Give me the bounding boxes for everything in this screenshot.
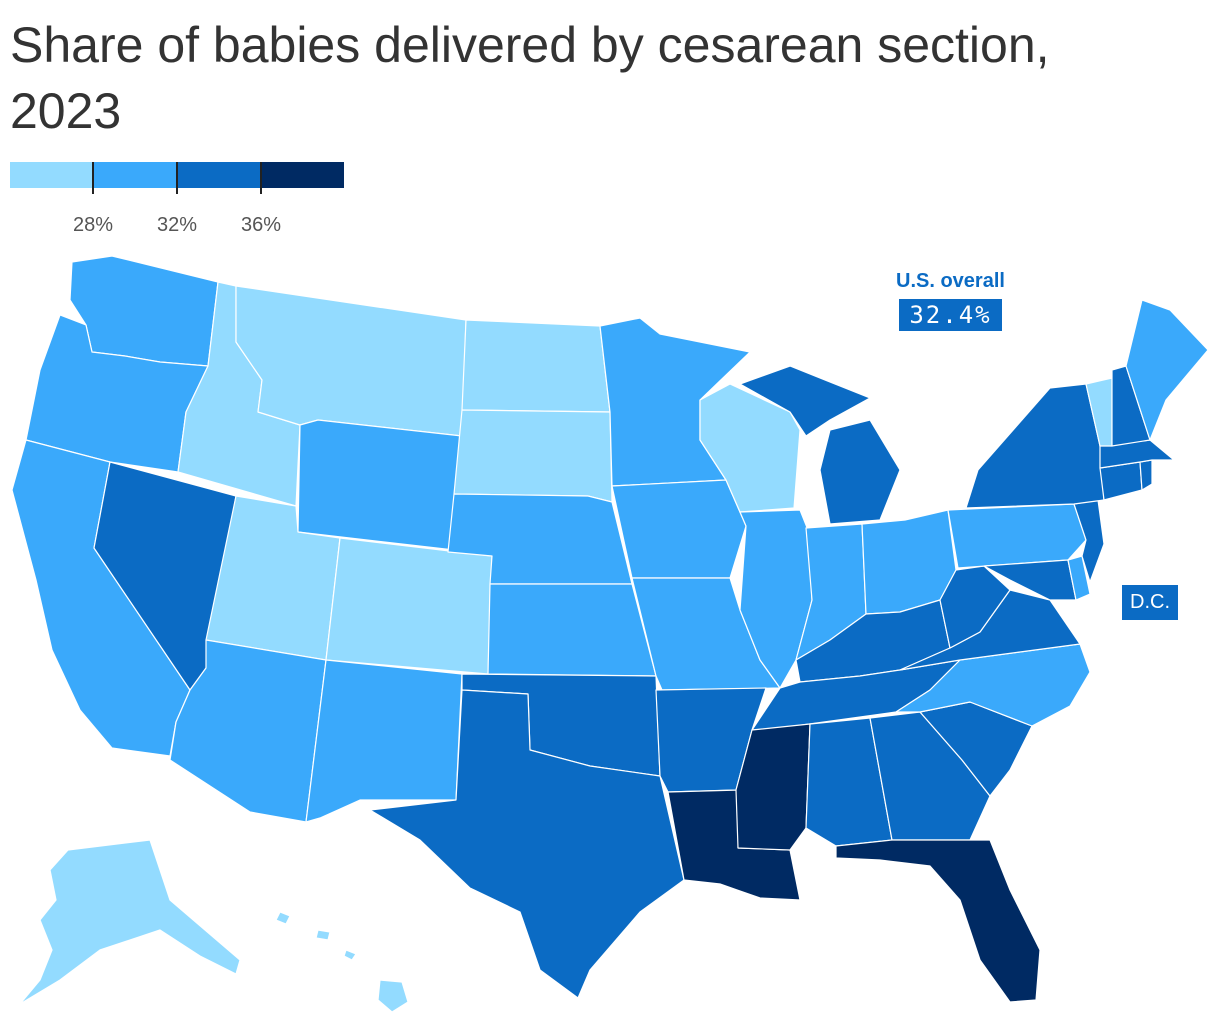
legend-label-36: 36%: [240, 214, 282, 236]
legend-tick-1: [92, 162, 94, 194]
state-hawaii[interactable]: [275, 911, 409, 1013]
state-north-dakota[interactable]: [461, 319, 611, 413]
legend-swatch-1: [10, 162, 94, 188]
state-north-carolina[interactable]: [895, 643, 1091, 727]
state-colorado[interactable]: [325, 537, 493, 675]
us-overall-value: 32.4%: [899, 299, 1002, 331]
state-delaware[interactable]: [1067, 555, 1091, 601]
legend-label-32: 32%: [156, 214, 198, 236]
state-new-mexico[interactable]: [305, 659, 463, 823]
state-illinois[interactable]: [739, 509, 813, 689]
legend-bar: [10, 162, 344, 188]
state-new-york[interactable]: [965, 383, 1105, 509]
state-wisconsin[interactable]: [699, 383, 801, 513]
us-overall-label: U.S. overall: [896, 270, 1005, 292]
state-iowa[interactable]: [611, 479, 747, 579]
legend-swatch-4: [261, 162, 344, 188]
legend-swatch-2: [94, 162, 177, 188]
legend-tick-3: [260, 162, 262, 194]
chart-title: Share of babies delivered by cesarean se…: [10, 17, 1050, 139]
state-washington[interactable]: [69, 255, 219, 367]
state-maine[interactable]: [1125, 299, 1209, 441]
legend-label-28: 28%: [72, 214, 114, 236]
state-pennsylvania[interactable]: [947, 503, 1087, 569]
legend-tick-2: [176, 162, 178, 194]
color-legend: 28% 32% 36%: [10, 162, 344, 236]
state-texas[interactable]: [369, 689, 685, 999]
state-south-dakota[interactable]: [453, 409, 613, 503]
legend-swatch-3: [177, 162, 261, 188]
state-montana[interactable]: [235, 285, 467, 437]
state-maryland[interactable]: [983, 559, 1077, 601]
state-michigan[interactable]: [739, 365, 901, 525]
dc-label: D.C.: [1122, 585, 1178, 620]
state-west-virginia[interactable]: [939, 565, 1011, 649]
us-overall-callout: U.S. overall 32.4%: [896, 270, 1005, 331]
state-alaska[interactable]: [19, 839, 241, 1005]
state-rhode-island[interactable]: [1139, 459, 1153, 491]
state-florida[interactable]: [835, 839, 1041, 1003]
state-kansas[interactable]: [487, 583, 657, 677]
state-connecticut[interactable]: [1099, 461, 1143, 501]
state-wyoming[interactable]: [297, 419, 463, 551]
